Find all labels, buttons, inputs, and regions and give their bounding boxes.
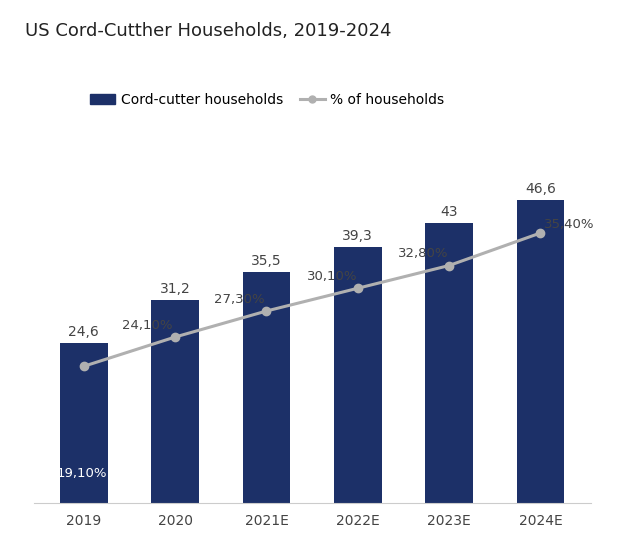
Text: 24,6: 24,6 bbox=[69, 325, 99, 339]
Bar bbox=[425, 223, 473, 503]
Text: 24,10%: 24,10% bbox=[123, 319, 173, 332]
Bar bbox=[334, 247, 381, 503]
Text: 27,30%: 27,30% bbox=[214, 293, 264, 306]
Text: 32,80%: 32,80% bbox=[398, 247, 449, 260]
Text: 19,10%: 19,10% bbox=[57, 467, 107, 480]
Bar bbox=[517, 200, 564, 503]
Text: 46,6: 46,6 bbox=[525, 182, 556, 196]
Text: 43: 43 bbox=[440, 206, 458, 219]
Bar bbox=[60, 343, 108, 503]
Text: 30,10%: 30,10% bbox=[307, 270, 357, 283]
Legend: Cord-cutter households, % of households: Cord-cutter households, % of households bbox=[85, 88, 450, 112]
Text: 31,2: 31,2 bbox=[160, 282, 191, 296]
Text: 35,5: 35,5 bbox=[251, 254, 282, 268]
Text: 39,3: 39,3 bbox=[342, 229, 373, 243]
Bar bbox=[152, 300, 199, 503]
Text: 35,40%: 35,40% bbox=[544, 218, 595, 231]
Bar bbox=[243, 272, 290, 503]
Text: US Cord-Cutther Households, 2019-2024: US Cord-Cutther Households, 2019-2024 bbox=[25, 22, 391, 40]
